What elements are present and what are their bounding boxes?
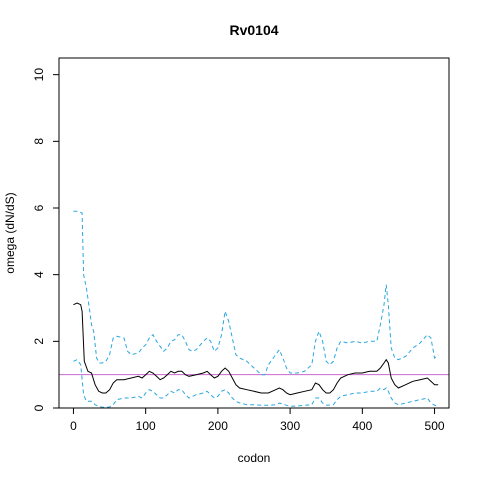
y-axis-label: omega (dN/dS) (3, 192, 17, 273)
y-tick-label: 6 (32, 204, 46, 211)
y-tick-label: 10 (32, 68, 46, 82)
y-tick-label: 4 (32, 271, 46, 278)
chart-title: Rv0104 (229, 22, 278, 38)
x-tick-label: 400 (352, 419, 372, 433)
x-tick-label: 0 (70, 419, 77, 433)
series-layer (59, 210, 449, 408)
x-tick-label: 200 (208, 419, 228, 433)
x-tick-label: 300 (280, 419, 300, 433)
series-lower-bound-line (73, 359, 439, 408)
y-tick-label: 0 (32, 404, 46, 411)
plot-frame (58, 57, 450, 409)
series-estimate-line (73, 302, 439, 396)
y-tick-label: 8 (32, 138, 46, 145)
y-tick-label: 2 (32, 338, 46, 345)
x-tick-label: 100 (136, 419, 156, 433)
axes-layer: 0 100 200 300 400 500 0 2 4 6 8 10 (32, 68, 445, 433)
x-axis-label: codon (238, 451, 271, 465)
x-tick-label: 500 (425, 419, 445, 433)
series-upper-bound-line (73, 210, 439, 376)
